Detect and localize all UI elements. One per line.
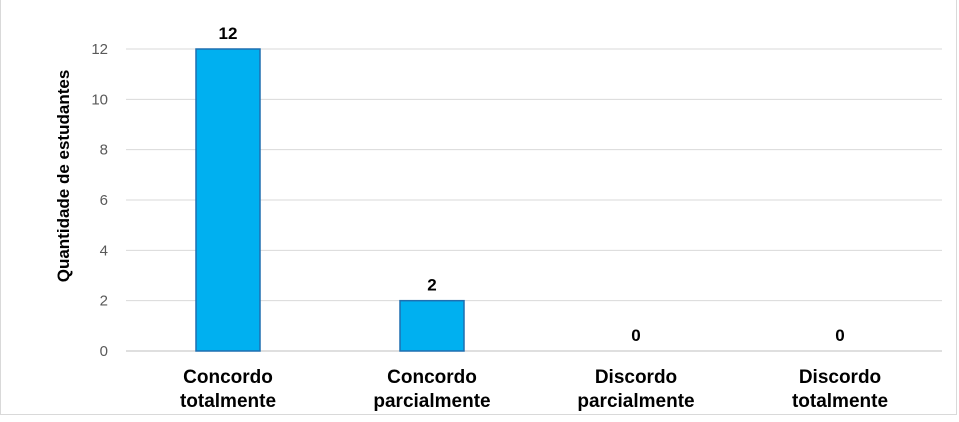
y-tick-label: 10 (91, 91, 108, 108)
data-label: 12 (219, 24, 238, 43)
x-tick-label-line: Discordo (595, 367, 677, 388)
y-tick-label: 12 (91, 41, 108, 58)
x-tick-label: Concordo totalmente (180, 367, 276, 412)
x-tick-label-line: totalmente (180, 391, 276, 412)
y-tick-label: 8 (100, 142, 108, 159)
y-tick-label: 0 (100, 343, 108, 360)
bar (195, 48, 261, 352)
data-labels: 12 2 0 0 (219, 24, 845, 345)
bars (195, 48, 465, 352)
x-tick-label: Discordo parcialmente (577, 367, 694, 412)
data-label: 0 (631, 326, 640, 345)
x-tick-label: Discordo totalmente (792, 367, 888, 412)
x-tick-label-line: parcialmente (373, 391, 490, 412)
data-label: 0 (835, 326, 844, 345)
x-tick-label-line: Concordo (387, 367, 477, 388)
y-tick-label: 4 (100, 242, 108, 259)
y-axis-ticks: 0 2 4 6 8 10 12 (91, 41, 108, 360)
bar (399, 299, 465, 352)
x-tick-label-line: Concordo (183, 367, 273, 388)
gridlines (126, 48, 942, 352)
x-tick-label-line: Discordo (799, 367, 881, 388)
y-tick-label: 6 (100, 192, 108, 209)
x-tick-label-line: parcialmente (577, 391, 694, 412)
x-tick-label-line: totalmente (792, 391, 888, 412)
y-axis-label: Quantidade de estudantes (54, 70, 73, 283)
x-tick-label: Concordo parcialmente (373, 367, 490, 412)
y-tick-label: 2 (100, 293, 108, 310)
data-label: 2 (427, 276, 436, 295)
